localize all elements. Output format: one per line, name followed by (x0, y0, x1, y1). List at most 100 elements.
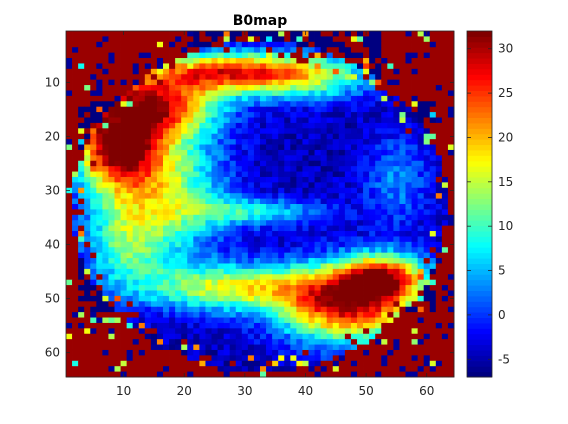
heatmap-cell (344, 74, 352, 81)
heatmap-cell (132, 225, 140, 232)
heatmap-cell (344, 117, 352, 124)
heatmap-cell (266, 339, 273, 345)
heatmap-cell (114, 144, 121, 151)
heatmap-cell (120, 101, 128, 108)
heatmap-cell (241, 247, 249, 254)
heatmap-cell (217, 47, 225, 54)
heatmap-cell (84, 58, 91, 64)
heatmap-cell (272, 209, 279, 216)
heatmap-cell (84, 198, 91, 205)
heatmap-cell (278, 236, 285, 243)
heatmap-cell (96, 52, 103, 59)
heatmap-cell (381, 295, 388, 302)
heatmap-cell (120, 193, 128, 199)
heatmap-cell (387, 247, 394, 254)
heatmap-cell (163, 187, 170, 194)
heatmap-cell (435, 31, 443, 37)
heatmap-cell (175, 90, 182, 97)
heatmap-cell (429, 149, 437, 156)
heatmap-cell (132, 133, 140, 140)
heatmap-cell (296, 241, 303, 248)
heatmap-cell (211, 349, 218, 356)
colorbar-segment (467, 274, 492, 281)
heatmap-cell (326, 301, 334, 308)
heatmap-cell (126, 144, 134, 151)
heatmap-cell (132, 41, 140, 48)
heatmap-cell (114, 63, 121, 70)
heatmap-cell (150, 204, 158, 210)
heatmap-cell (290, 52, 297, 59)
heatmap-cell (302, 117, 309, 124)
heatmap-cell (102, 360, 109, 367)
heatmap-cell (405, 68, 412, 75)
heatmap-cell (302, 317, 309, 324)
heatmap-cell (96, 225, 103, 232)
heatmap-cell (272, 85, 279, 91)
heatmap-cell (241, 339, 249, 345)
heatmap-cell (78, 328, 85, 335)
colorbar-segment (467, 160, 492, 167)
heatmap-cell (96, 371, 103, 378)
heatmap-cell (350, 63, 358, 70)
heatmap-cell (332, 68, 340, 75)
heatmap-cell (108, 106, 115, 113)
heatmap-cell (181, 349, 188, 356)
heatmap-cell (193, 79, 200, 86)
colorbar-segment (467, 95, 492, 102)
heatmap-cell (241, 193, 249, 199)
heatmap-cell (156, 144, 164, 151)
heatmap-cell (199, 209, 206, 216)
heatmap-cell (169, 74, 176, 81)
heatmap-cell (399, 41, 406, 48)
heatmap-cell (338, 85, 346, 91)
heatmap-cell (284, 339, 291, 345)
heatmap-cell (205, 360, 212, 367)
heatmap-cell (387, 106, 394, 113)
heatmap-cell (241, 366, 249, 372)
heatmap-cell (241, 306, 249, 313)
heatmap-cell (223, 306, 231, 313)
heatmap-cell (108, 63, 115, 70)
heatmap-cell (260, 74, 267, 81)
heatmap-cell (338, 204, 346, 210)
heatmap-cell (393, 90, 400, 97)
heatmap-cell (205, 366, 212, 372)
heatmap-cell (266, 144, 273, 151)
heatmap-cell (181, 344, 188, 351)
heatmap-cell (266, 328, 273, 335)
heatmap-cell (120, 360, 128, 367)
heatmap-cell (272, 220, 279, 227)
heatmap-cell (66, 306, 73, 313)
heatmap-cell (326, 47, 334, 54)
heatmap-cell (429, 301, 437, 308)
heatmap-cell (405, 274, 412, 281)
heatmap-cell (278, 209, 285, 216)
heatmap-cell (150, 295, 158, 302)
heatmap-cell (435, 95, 443, 102)
heatmap-cell (199, 344, 206, 351)
heatmap-cell (163, 295, 170, 302)
heatmap-cell (72, 220, 79, 227)
heatmap-cell (138, 274, 146, 281)
heatmap-cell (90, 79, 97, 86)
heatmap-cell (96, 74, 103, 81)
heatmap-cell (332, 95, 340, 102)
heatmap-cell (120, 41, 128, 48)
heatmap-cell (126, 301, 134, 308)
heatmap-cell (417, 214, 425, 221)
heatmap-cell (435, 198, 443, 205)
heatmap-cell (308, 231, 315, 237)
heatmap-cell (290, 106, 297, 113)
heatmap-cell (417, 252, 425, 259)
heatmap-cell (84, 68, 91, 75)
heatmap-cell (96, 187, 103, 194)
heatmap-cell (387, 241, 394, 248)
heatmap-cell (423, 171, 431, 178)
heatmap-cell (357, 106, 364, 113)
heatmap-cell (441, 252, 449, 259)
heatmap-cell (278, 247, 285, 254)
heatmap-cell (84, 290, 91, 297)
heatmap-cell (138, 149, 146, 156)
heatmap-cell (78, 101, 85, 108)
heatmap-cell (247, 198, 255, 205)
